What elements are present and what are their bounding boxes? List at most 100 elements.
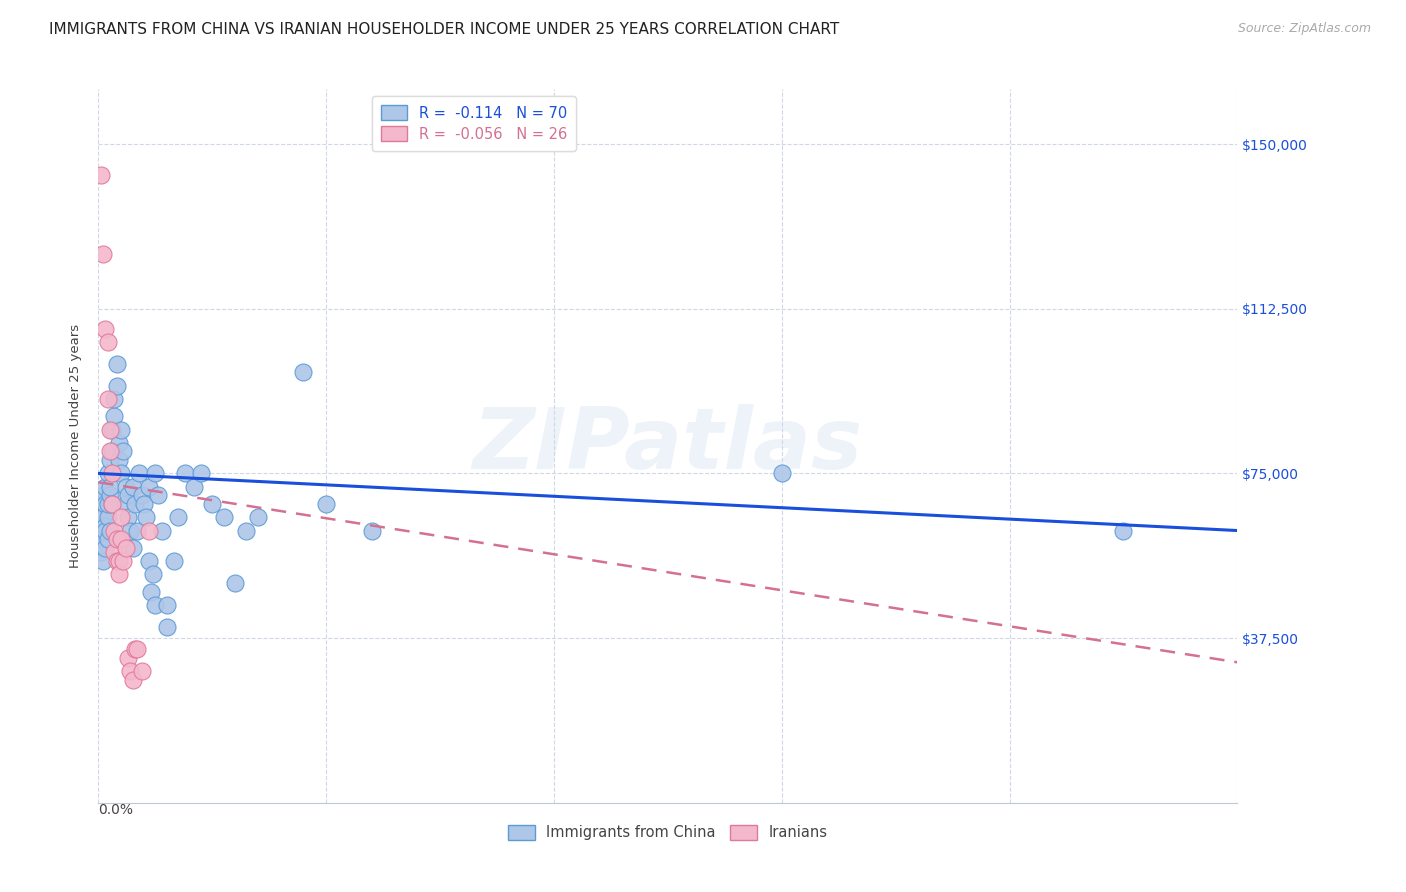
Point [96, 334, 118, 349]
Point [108, 435, 131, 450]
Point [103, 409, 125, 424]
Point [142, 567, 165, 582]
Point [98, 480, 121, 494]
Point [94, 497, 117, 511]
Point [91, 247, 114, 261]
Point [201, 497, 224, 511]
Point [121, 480, 143, 494]
Point [96, 467, 118, 481]
Point [90, 497, 112, 511]
Point [94, 480, 117, 494]
Point [96, 533, 118, 547]
Point [235, 524, 257, 538]
Point [139, 585, 162, 599]
Point [117, 488, 139, 502]
Text: 0.0%: 0.0% [98, 803, 134, 817]
Point [105, 357, 128, 371]
Point [101, 423, 124, 437]
Point [114, 541, 136, 555]
Point [138, 554, 160, 568]
Point [315, 497, 337, 511]
Point [103, 524, 125, 538]
Point [110, 510, 132, 524]
Point [98, 524, 121, 538]
Point [146, 488, 169, 502]
Point [162, 554, 184, 568]
Point [138, 480, 160, 494]
Point [110, 533, 132, 547]
Point [103, 545, 125, 559]
Point [156, 598, 179, 612]
Point [98, 488, 121, 502]
Text: ZIPatlas: ZIPatlas [472, 404, 863, 488]
Point [91, 533, 114, 547]
Point [112, 444, 135, 458]
Point [110, 423, 132, 437]
Point [121, 541, 143, 555]
Point [292, 366, 315, 380]
Point [108, 453, 131, 467]
Point [360, 524, 382, 538]
Point [98, 453, 121, 467]
Point [98, 423, 121, 437]
Point [124, 642, 146, 657]
Text: Source: ZipAtlas.com: Source: ZipAtlas.com [1237, 22, 1371, 36]
Point [94, 524, 117, 538]
Point [1112, 524, 1135, 538]
Point [212, 510, 235, 524]
Point [246, 510, 269, 524]
Point [131, 488, 153, 502]
Text: IMMIGRANTS FROM CHINA VS IRANIAN HOUSEHOLDER INCOME UNDER 25 YEARS CORRELATION C: IMMIGRANTS FROM CHINA VS IRANIAN HOUSEHO… [49, 22, 839, 37]
Point [108, 567, 131, 582]
Point [90, 168, 112, 182]
Point [105, 533, 128, 547]
Point [117, 510, 139, 524]
Point [132, 497, 155, 511]
Point [105, 554, 128, 568]
Point [120, 524, 142, 538]
Legend: Immigrants from China, Iranians: Immigrants from China, Iranians [499, 816, 837, 849]
Point [117, 651, 139, 665]
Point [156, 620, 179, 634]
Point [96, 510, 118, 524]
Point [105, 378, 128, 392]
Point [127, 524, 149, 538]
Point [96, 497, 118, 511]
Point [190, 467, 212, 481]
Point [174, 467, 197, 481]
Point [121, 673, 143, 687]
Point [224, 576, 246, 591]
Point [167, 510, 190, 524]
Point [131, 664, 153, 678]
Point [94, 321, 117, 335]
Point [135, 510, 157, 524]
Point [96, 392, 118, 406]
Point [101, 497, 124, 511]
Point [101, 497, 124, 511]
Point [94, 519, 117, 533]
Point [91, 554, 114, 568]
Point [127, 642, 149, 657]
Point [101, 444, 124, 458]
Y-axis label: Householder Income Under 25 years: Householder Income Under 25 years [69, 324, 83, 568]
Point [101, 467, 124, 481]
Point [114, 497, 136, 511]
Point [91, 488, 114, 502]
Point [145, 598, 167, 612]
Point [770, 467, 793, 481]
Point [91, 510, 114, 524]
Point [183, 480, 205, 494]
Point [138, 524, 160, 538]
Point [90, 524, 112, 538]
Point [94, 541, 117, 555]
Point [128, 467, 150, 481]
Point [150, 524, 173, 538]
Point [103, 392, 125, 406]
Point [145, 467, 167, 481]
Point [98, 444, 121, 458]
Point [112, 554, 135, 568]
Point [114, 480, 136, 494]
Point [120, 664, 142, 678]
Point [110, 467, 132, 481]
Point [108, 554, 131, 568]
